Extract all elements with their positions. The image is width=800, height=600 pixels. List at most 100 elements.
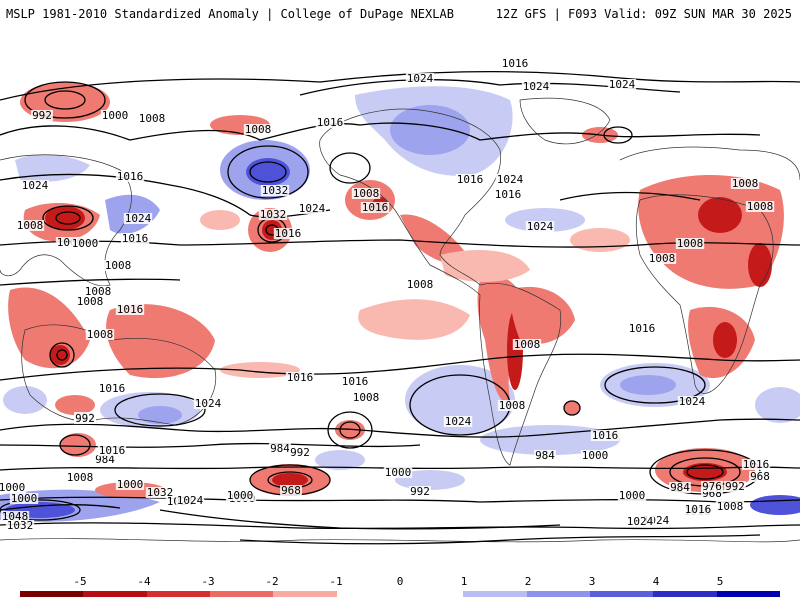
anomaly-colorbar: -5 -4 -3 -2 -1 0 1 2 3 4 5 [0,575,800,600]
isobar-label-background [31,110,53,121]
isobar-label: 984 [95,453,115,466]
isobar-label-background [15,220,45,231]
isobar-label: 1008 [353,187,380,200]
isobar-label: 1000 [582,449,609,462]
colorbar-tick-label: -2 [265,575,279,588]
colorbar-segment [463,591,527,597]
isobar-label-background [285,372,315,383]
anomaly-positive-region [138,406,182,424]
eurasia-coastline [0,146,800,287]
isobar-label: 1008 [87,328,114,341]
isobar-label: 1008 [67,471,94,484]
isobar-label-background [405,73,435,84]
isobar-label: 1024 [627,515,654,528]
anomaly-negative-region [440,250,530,282]
anomaly-negative-region [570,228,630,252]
isobar-label-background [675,238,705,249]
low-pressure-isobar [59,434,91,456]
isobar-label: 1000 [0,481,25,494]
low-pressure-isobar [42,205,94,231]
isobar-label-background [495,174,525,185]
model-run-info: 12Z GFS | F093 Valid: 09Z SUN MAR 30 202… [495,7,792,21]
anomaly-positive-region [755,387,800,423]
isobar-label-background [405,279,435,290]
isobar-label-background [715,501,745,512]
isobar-label: 1008 [139,112,166,125]
low-pressure-isobar [56,349,68,361]
isobar-label-background [669,482,691,493]
isobar-label-background [351,188,381,199]
isobar-label-background [443,416,473,427]
colorbar-tick-label: -4 [137,575,151,588]
isobar-label-background [145,487,175,498]
low-pressure-isobar [563,400,581,416]
isobar-label-background [497,400,527,411]
isobar-label-background [193,398,223,409]
isobar-label: 1008 [649,252,676,265]
americas-coastline [319,108,562,466]
anomaly-negative-region [748,243,772,287]
isobar-label-background [74,413,96,424]
isobar [0,353,800,381]
colorbar-tick-label: 0 [396,575,404,588]
colorbar-tick-label: 1 [460,575,468,588]
anomaly-negative-region [713,322,737,358]
isobar-label: 1016 [117,303,144,316]
isobar-label: 984 [270,442,290,455]
isobar-label: 1016 [743,458,770,471]
colorbar-segment [526,591,590,597]
high-pressure-isobar [249,161,287,183]
isobar-label-background [351,392,381,403]
anomaly-negative-region [50,345,70,365]
anomaly-positive-region [405,365,515,435]
isobar-label: 1008 [499,399,526,412]
low-pressure-isobar [49,342,75,368]
isobar-label: 1016 [592,429,619,442]
isobar-label: 1008 [407,278,434,291]
isobar-label: 992 [32,109,52,122]
isobar-label-background [123,213,153,224]
colorbar-segment [83,591,147,597]
anomaly-negative-region [510,286,575,344]
low-pressure-isobar [24,81,106,119]
colorbar-tick-label: 5 [716,575,724,588]
isobar-label-background [383,467,413,478]
isobar-label-background [580,450,610,461]
isobar-label-background [607,79,637,90]
isobar-label: 1016 [362,201,389,214]
colorbar-segment [716,591,780,597]
isobar [0,122,761,141]
anomaly-negative-region [106,304,215,379]
isobar-label: 1000 [385,466,412,479]
isobar [0,522,800,530]
isobar-label-background [525,221,555,232]
isobar-label-background [137,113,167,124]
colorbar-strip [20,591,780,597]
isobar-label: 1024 [679,395,706,408]
isobar-label-background [97,445,127,456]
isobar-label-background [297,203,327,214]
isobar-label-background [258,209,288,220]
antarctica-coastline [0,538,800,543]
isobar-label: 968 [750,470,770,483]
anomaly-positive-region [246,158,290,186]
colorbar-tick-label: 3 [588,575,596,588]
colorbar-segment [399,591,464,597]
isobar-label: 1024 [497,173,524,186]
high-pressure-isobar [604,366,706,404]
isobar-label-background [0,482,27,493]
isobar-label-background [500,58,530,69]
isobar-label: 992 [410,485,430,498]
isobar-label: 1032 [7,519,34,532]
isobar-label: 1024 [523,80,550,93]
isobar-label: 992 [725,480,745,493]
isobar-label-background [65,472,95,483]
anomaly-positive-region [505,208,585,232]
isobar-label-background [103,260,133,271]
isobar-label: 1008 [677,237,704,250]
low-pressure-isobar [603,126,633,144]
colorbar-segment [336,591,400,597]
anomaly-negative-region [564,401,580,415]
isobar-label-background [360,202,390,213]
isobar-label-background [273,228,303,239]
